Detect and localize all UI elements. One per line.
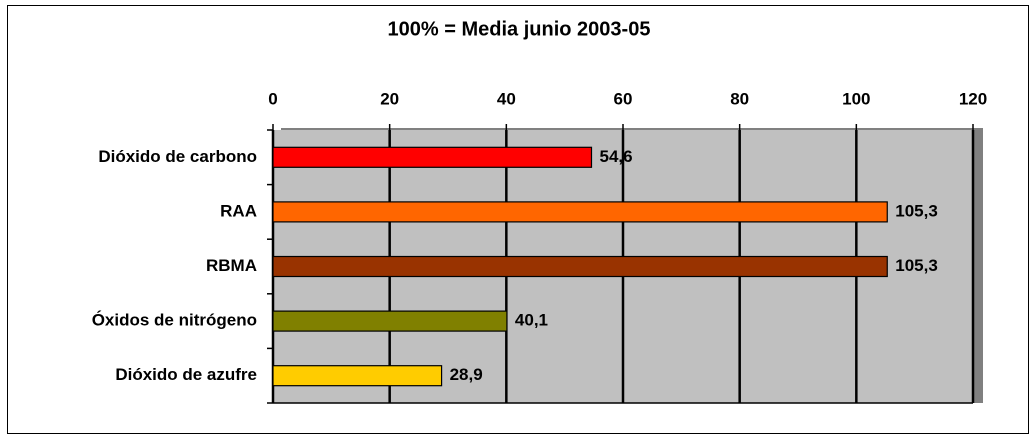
value-label: 54,6 xyxy=(600,147,633,166)
y-tick-label: RBMA xyxy=(206,256,257,275)
chart-title: 100% = Media junio 2003-05 xyxy=(388,18,651,40)
y-tick-label: Dióxido de azufre xyxy=(115,365,257,384)
bar xyxy=(272,255,888,278)
y-tick-label: RAA xyxy=(220,201,257,220)
value-label: 105,3 xyxy=(895,201,938,220)
bar xyxy=(272,201,888,223)
bar xyxy=(272,310,508,332)
x-tick-label: 0 xyxy=(268,89,277,108)
y-tick-label: Dióxido de carbono xyxy=(98,147,257,166)
x-tick-label: 20 xyxy=(380,89,399,108)
value-label: 28,9 xyxy=(450,365,483,384)
x-tick-label: 80 xyxy=(730,89,749,108)
x-tick-label: 100 xyxy=(842,89,870,108)
value-label: 40,1 xyxy=(515,311,548,330)
x-tick-label: 60 xyxy=(614,89,633,108)
y-tick-label: Óxidos de nitrógeno xyxy=(92,311,257,330)
bar xyxy=(272,146,593,168)
bar xyxy=(272,365,443,387)
x-tick-label: 40 xyxy=(497,89,516,108)
value-label: 105,3 xyxy=(895,256,938,275)
x-tick-label: 120 xyxy=(959,89,987,108)
